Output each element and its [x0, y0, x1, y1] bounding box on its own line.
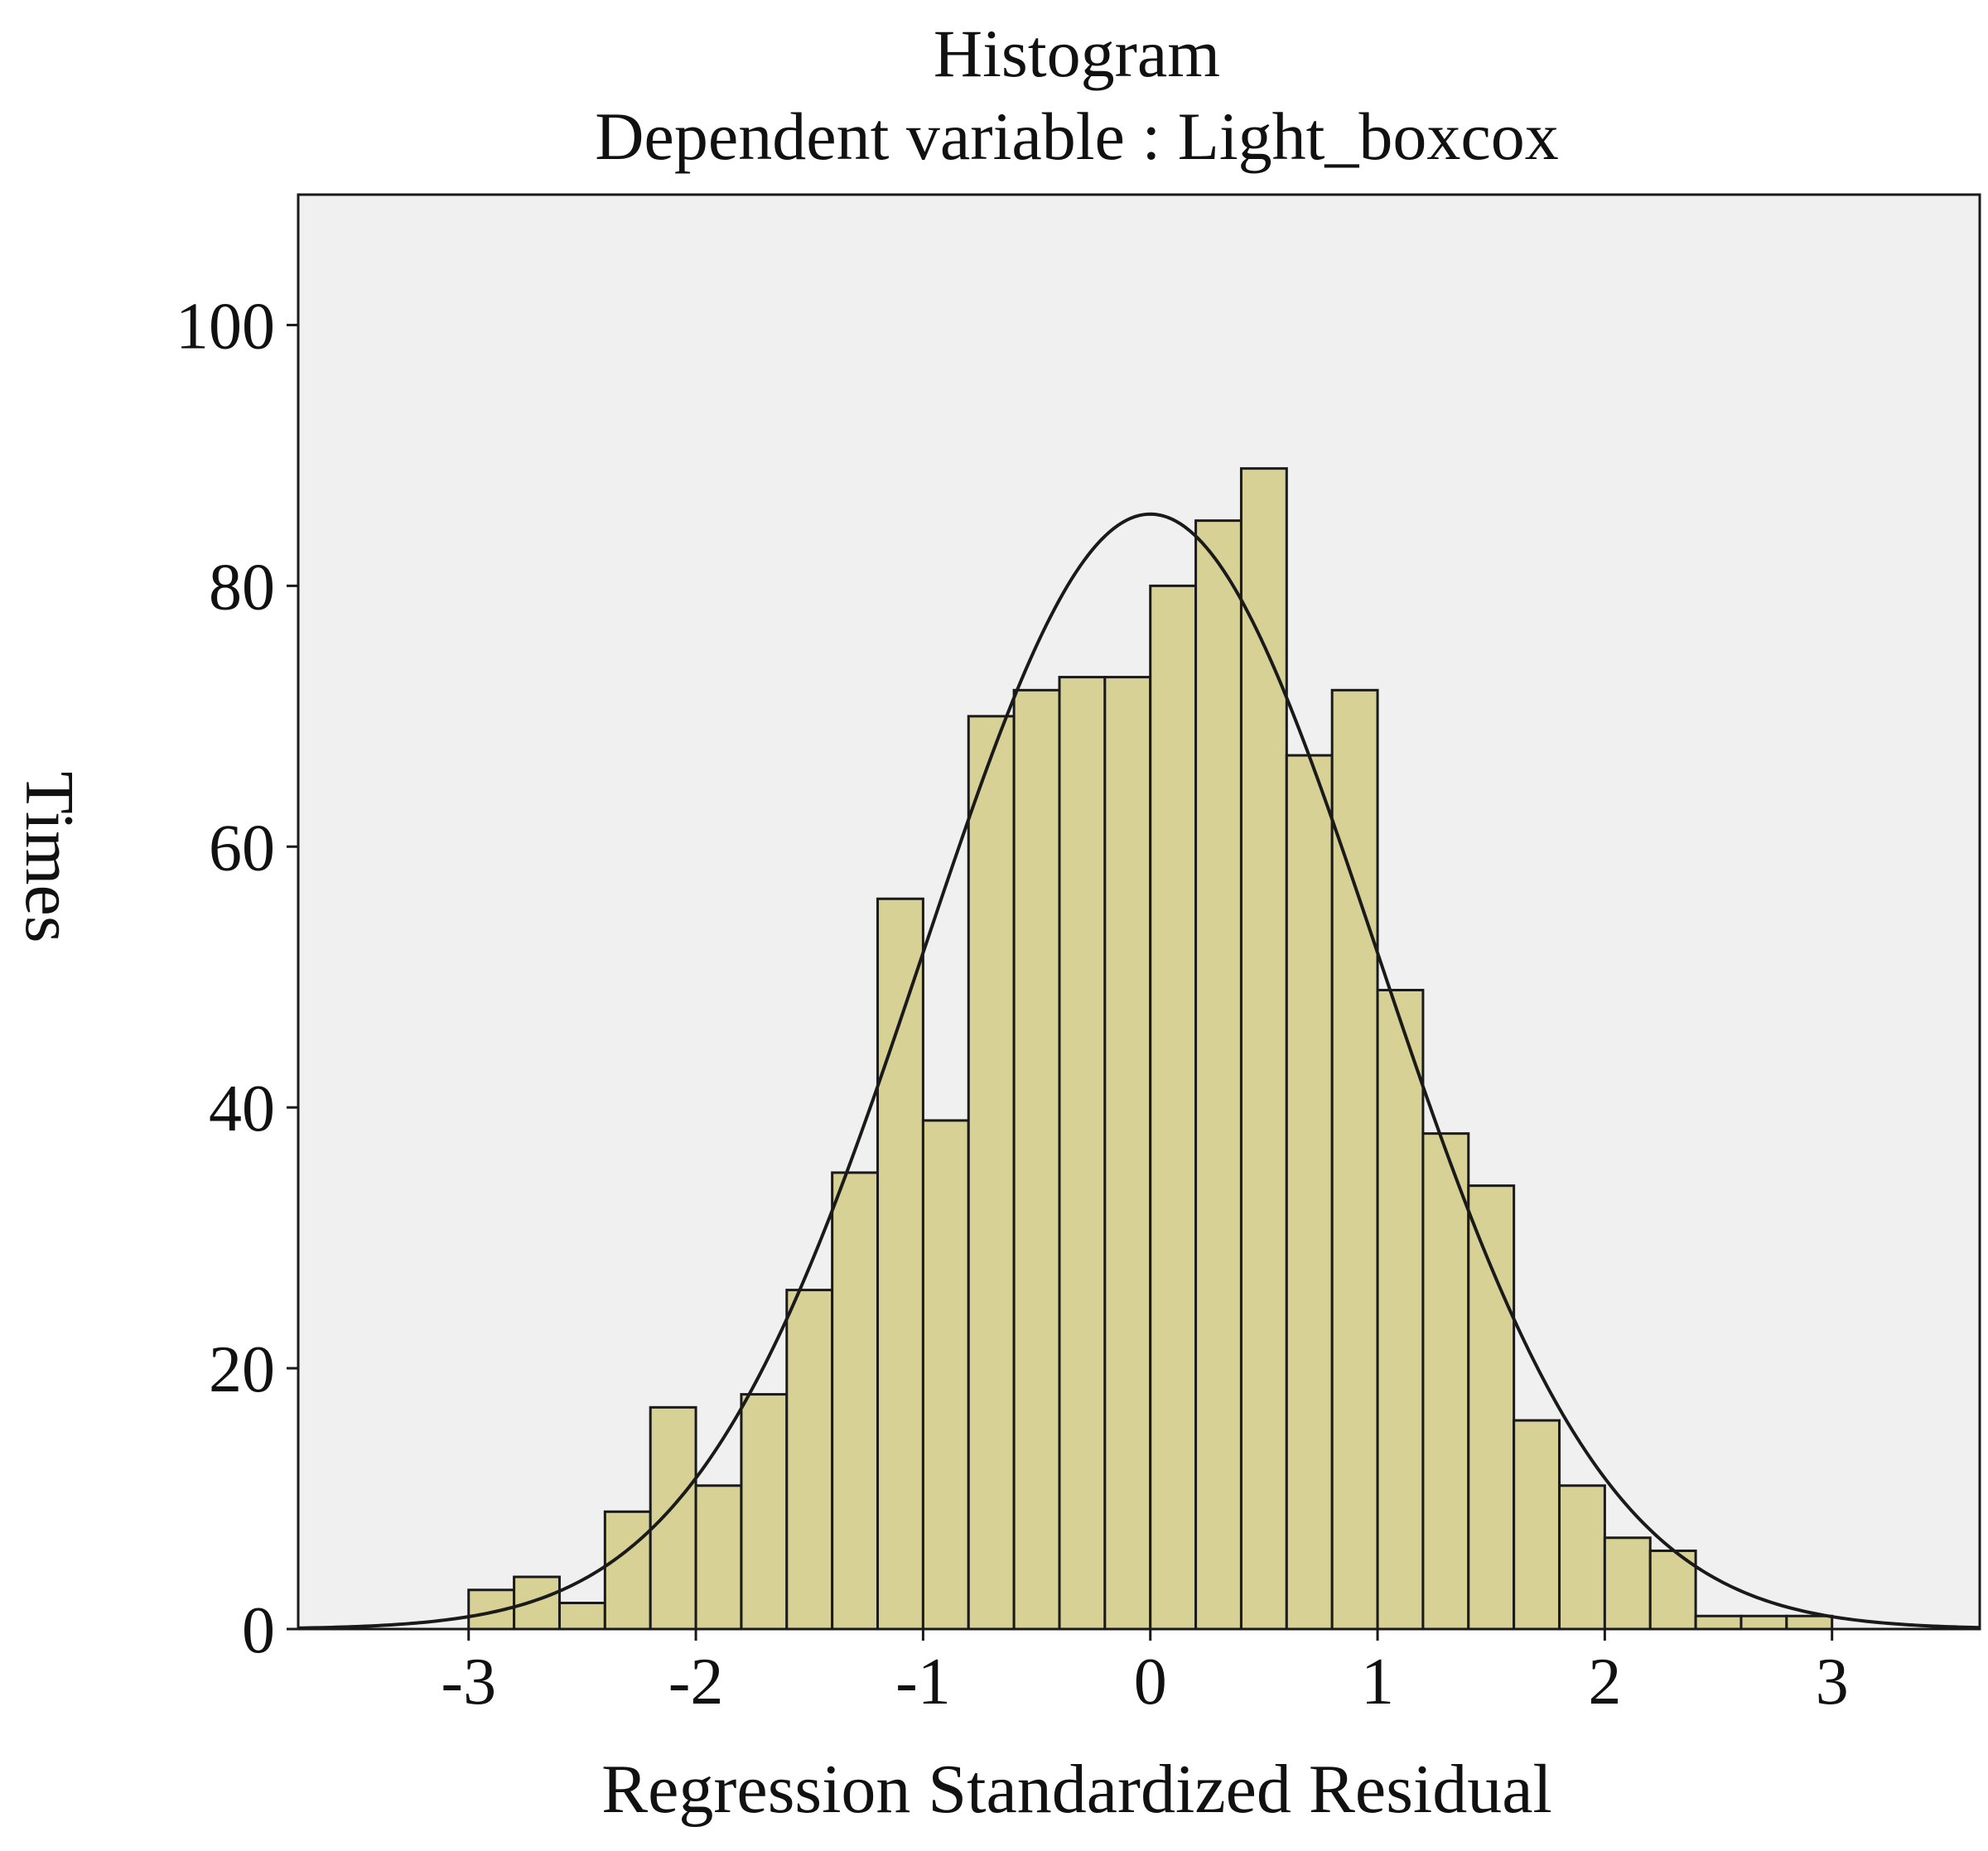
plot-frame	[297, 193, 1981, 1631]
histogram-bar	[694, 1484, 743, 1631]
histogram-bar	[1785, 1614, 1834, 1631]
x-tick-label: -3	[441, 1646, 496, 1718]
histogram-bar	[1421, 1132, 1470, 1631]
histogram-bar	[557, 1602, 606, 1631]
histogram-bar	[1058, 676, 1107, 1631]
x-axis-label: Regression Standardized Residual	[601, 1751, 1552, 1828]
y-tick-label: 40	[209, 1073, 275, 1145]
histogram-bar	[921, 1119, 970, 1631]
histogram-bar	[1285, 754, 1334, 1631]
y-tick-label: 20	[209, 1333, 275, 1406]
y-axis-label: Times	[11, 771, 88, 942]
x-tick-label: 2	[1588, 1646, 1621, 1718]
y-tick-label: 80	[209, 551, 275, 624]
histogram-bar	[1740, 1614, 1788, 1631]
y-tick-label: 100	[176, 290, 275, 363]
histogram-bar	[1376, 988, 1425, 1631]
x-tick-label: 0	[1134, 1646, 1167, 1718]
x-axis: -3 -2 -1 0 1 2 3	[441, 1629, 1849, 1718]
chart-title: Histogram	[934, 16, 1220, 91]
y-axis: 0 20 40 60 80 100	[176, 290, 298, 1667]
histogram-bar	[649, 1405, 697, 1631]
x-tick-label: -2	[668, 1646, 724, 1718]
histogram-bar	[831, 1171, 880, 1631]
histogram-bar	[785, 1289, 834, 1631]
x-tick-label: -1	[895, 1646, 951, 1718]
histogram-bar	[1513, 1419, 1561, 1631]
histogram-bar	[603, 1510, 652, 1631]
histogram-bar	[1194, 519, 1242, 1631]
histogram-bar	[876, 897, 924, 1631]
histogram-bar	[1012, 688, 1061, 1631]
histogram-bar	[1149, 584, 1198, 1631]
histogram-bar	[1558, 1484, 1606, 1631]
histogram-bar	[1330, 688, 1379, 1631]
histogram-bar	[1603, 1536, 1652, 1631]
histogram-bar	[1103, 676, 1152, 1631]
histogram-bar	[513, 1575, 561, 1631]
y-tick-label: 60	[209, 812, 275, 885]
histogram-bar	[1467, 1184, 1516, 1631]
chart-subtitle: Dependent variable : Light_boxcox	[595, 99, 1559, 174]
x-tick-label: 1	[1361, 1646, 1394, 1718]
histogram-bar	[740, 1393, 789, 1631]
x-tick-label: 3	[1816, 1646, 1849, 1718]
histogram-bar	[1239, 467, 1288, 1631]
histogram-bar	[967, 715, 1016, 1631]
histogram-bar	[1694, 1614, 1743, 1631]
y-tick-label: 0	[242, 1594, 275, 1667]
normal-curve	[297, 512, 1981, 1630]
bars-group	[467, 467, 1834, 1631]
